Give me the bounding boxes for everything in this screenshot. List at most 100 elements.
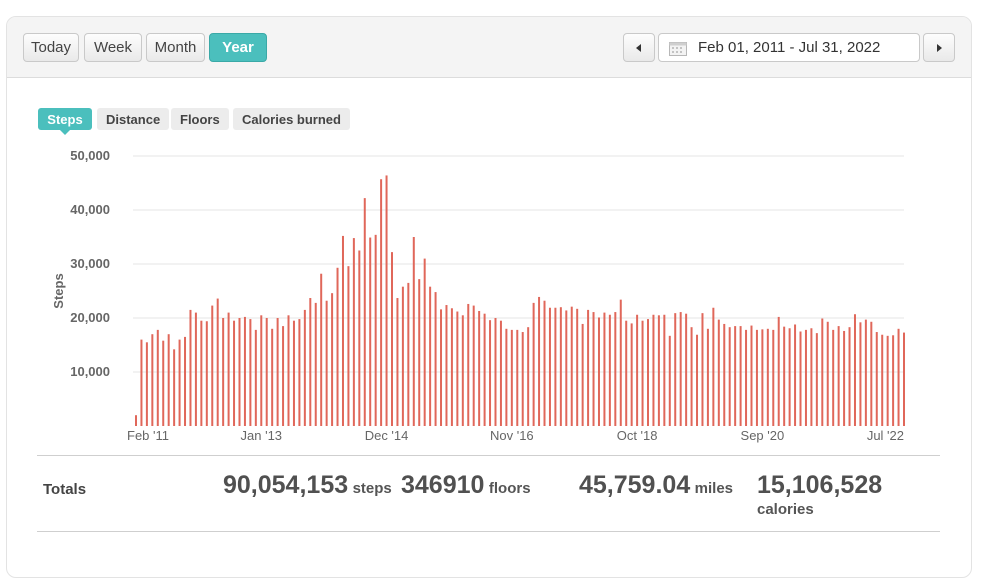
bar (641, 320, 644, 426)
bar (532, 302, 535, 426)
metric-tab-steps[interactable]: Steps (38, 108, 92, 135)
tab-year[interactable]: Year (209, 33, 267, 62)
y-tick-label: 30,000 (70, 256, 110, 271)
bar (821, 318, 824, 426)
bar (892, 335, 895, 426)
bar (853, 314, 856, 426)
bar (701, 313, 704, 426)
bar (478, 310, 481, 426)
bar (243, 316, 246, 426)
bar (734, 326, 737, 426)
totals-bottom-divider (37, 531, 940, 532)
bar (576, 308, 579, 426)
bar (630, 323, 633, 426)
metric-tab-distance[interactable]: Distance (97, 108, 170, 130)
bar (625, 320, 628, 426)
bar (679, 312, 682, 426)
prev-period-button[interactable] (623, 33, 655, 62)
bar (233, 320, 236, 426)
bar (543, 300, 546, 426)
bar (418, 279, 421, 426)
bar (222, 318, 225, 426)
bar (728, 327, 731, 426)
bar (391, 252, 393, 426)
bar (303, 309, 306, 426)
bar (903, 332, 905, 426)
bar (647, 319, 649, 426)
total-calories: 15,106,528 calories (757, 471, 882, 518)
date-range-picker[interactable]: Feb 01, 2011 - Jul 31, 2022 (658, 33, 920, 62)
bar (483, 313, 486, 426)
bar (292, 320, 295, 426)
x-tick-label: Oct '18 (617, 428, 658, 443)
bar (401, 286, 404, 426)
bar (717, 319, 720, 426)
total-miles-unit: miles (694, 480, 734, 497)
bar (592, 312, 595, 426)
total-steps-value: 90,054,153 (223, 471, 349, 499)
bar (772, 329, 775, 426)
bar (783, 326, 786, 426)
bar (559, 307, 562, 426)
bar (325, 300, 328, 426)
next-period-button[interactable] (923, 33, 955, 62)
bar (216, 298, 219, 426)
bar (456, 311, 459, 426)
y-tick-label: 10,000 (70, 364, 110, 379)
bar (287, 315, 290, 426)
bar (341, 235, 344, 426)
bar (260, 315, 263, 426)
bar (145, 342, 148, 426)
bar (331, 293, 334, 426)
total-miles: 45,759.04 miles (579, 471, 733, 500)
y-axis-ticks: 50,000 40,000 30,000 20,000 10,000 (70, 148, 110, 379)
bar (565, 310, 568, 426)
totals-label: Totals (43, 481, 87, 498)
tab-month[interactable]: Month (146, 33, 205, 62)
bar (886, 335, 889, 426)
bar (189, 309, 192, 426)
bar (151, 334, 154, 426)
date-range-text: Feb 01, 2011 - Jul 31, 2022 (698, 39, 881, 56)
total-calories-unit: calories (757, 501, 814, 518)
bar (282, 326, 285, 426)
bar (510, 329, 513, 426)
dashboard-card: Today Week Month Year Feb 01, 2011 - Jul… (6, 16, 972, 578)
bar (685, 313, 688, 426)
tab-today[interactable]: Today (23, 33, 79, 62)
bar (352, 238, 355, 426)
bar (706, 328, 709, 426)
total-floors: 346910 floors (401, 471, 531, 500)
bar (766, 328, 769, 426)
bar (619, 299, 622, 426)
bar (140, 339, 143, 426)
metric-tab-calories[interactable]: Calories burned (233, 108, 350, 130)
bar (597, 317, 600, 426)
bar (554, 307, 557, 426)
bar (407, 282, 410, 426)
bar (363, 198, 366, 426)
bar (581, 323, 584, 426)
bar (369, 237, 372, 426)
bar (309, 298, 312, 426)
metric-tab-floors[interactable]: Floors (171, 108, 229, 130)
bar (745, 329, 748, 426)
bar (167, 334, 170, 426)
bar (608, 314, 611, 426)
tab-week[interactable]: Week (84, 33, 142, 62)
totals-top-divider (37, 455, 940, 456)
bar (461, 315, 464, 426)
total-steps-unit: steps (352, 480, 392, 497)
total-calories-value: 15,106,528 (757, 471, 883, 499)
bar (254, 329, 257, 426)
bar (205, 321, 208, 426)
bar (227, 312, 230, 426)
bar (358, 250, 361, 426)
bar (521, 332, 524, 426)
bar (881, 334, 884, 426)
bar (843, 330, 846, 426)
bar (429, 286, 432, 426)
bar (794, 324, 797, 426)
bar (238, 318, 241, 426)
x-tick-label: Dec '14 (365, 428, 409, 443)
